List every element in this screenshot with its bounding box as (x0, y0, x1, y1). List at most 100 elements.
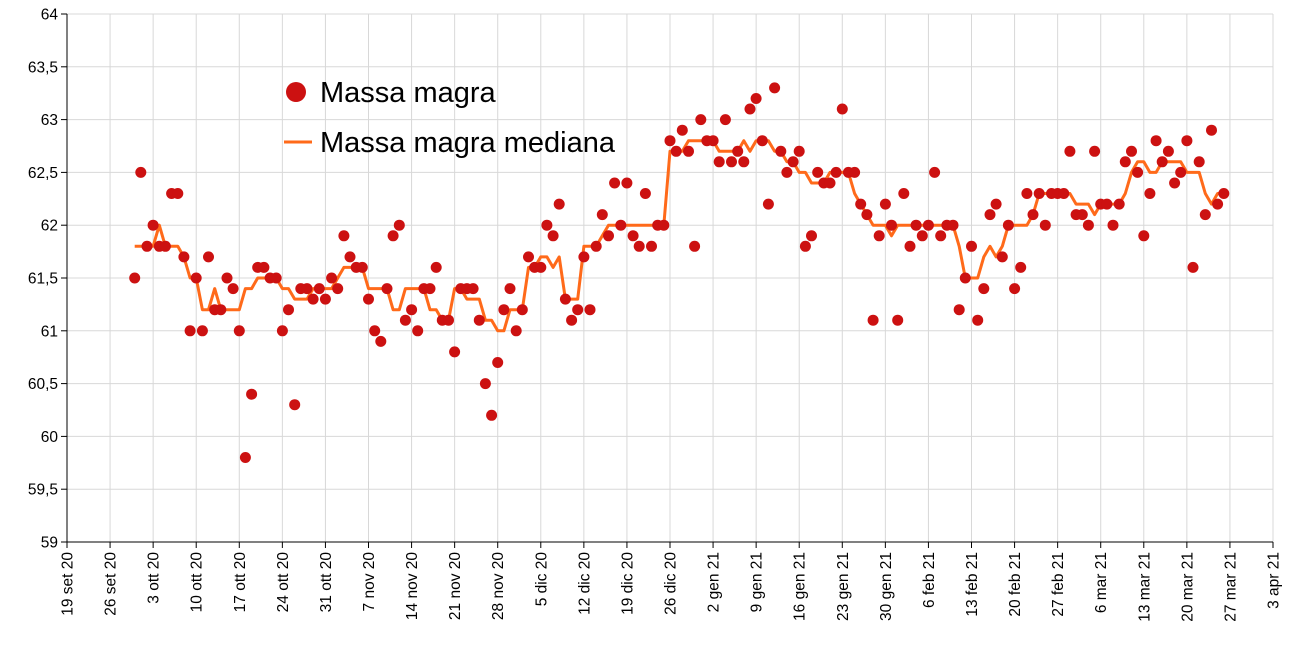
x-axis-tick-labels: 19 set 20 26 set 20 3 ott 20 10 ott 20 17 ot… (60, 552, 1283, 622)
data-point (246, 388, 258, 400)
data-point (233, 325, 245, 337)
data-point (510, 325, 522, 337)
data-point (609, 177, 621, 189)
data-point (566, 314, 578, 326)
data-point (959, 272, 971, 284)
y-tick-label: 61 (41, 323, 58, 340)
data-point (1187, 261, 1199, 273)
data-point (1021, 188, 1033, 199)
x-tick-label: 19 dic 20 (619, 552, 636, 615)
data-point (184, 325, 196, 337)
median-series (134, 139, 1224, 333)
data-point (215, 304, 227, 316)
x-tick-label: 16 gen 21 (792, 552, 809, 621)
x-tick-label: 27 feb 21 (1050, 552, 1067, 617)
data-point (307, 293, 319, 305)
data-point (129, 272, 141, 284)
y-tick-label: 59,5 (28, 482, 58, 499)
data-point (135, 166, 147, 178)
legend-label-massa-magra: Massa magra (320, 77, 497, 109)
data-point (584, 304, 596, 316)
data-point (707, 135, 719, 147)
data-point (1206, 124, 1217, 136)
data-point (313, 283, 325, 295)
data-point (713, 156, 725, 168)
data-point (387, 230, 399, 242)
y-tick-label: 64 (41, 7, 59, 24)
data-point (356, 261, 368, 273)
x-tick-label: 3 apr 21 (1266, 552, 1283, 609)
x-tick-label: 9 gen 21 (749, 552, 766, 612)
x-tick-label: 30 gen 21 (878, 552, 895, 621)
data-point (1169, 177, 1181, 189)
data-point (744, 103, 756, 115)
data-point (793, 145, 805, 157)
data-point (830, 166, 842, 178)
axes (61, 13, 1274, 548)
data-point (978, 283, 990, 295)
data-point (276, 325, 288, 337)
data-point (627, 230, 639, 242)
data-point (578, 251, 590, 263)
x-tick-label: 14 nov 20 (404, 552, 421, 620)
data-point (849, 166, 861, 178)
x-tick-label: 24 ott 20 (275, 552, 292, 613)
data-point (1082, 219, 1094, 231)
data-point (559, 293, 571, 305)
data-point (375, 335, 387, 347)
data-point (1132, 166, 1144, 178)
data-point (406, 304, 418, 316)
x-tick-label: 12 dic 20 (576, 552, 593, 615)
data-point (1113, 198, 1125, 210)
data-point (670, 145, 682, 157)
data-point (799, 240, 811, 252)
x-tick-label: 13 mar 21 (1136, 552, 1153, 622)
data-point (898, 188, 910, 199)
data-point (473, 314, 485, 326)
data-point (855, 198, 867, 210)
x-tick-label: 20 mar 21 (1179, 552, 1196, 622)
data-point (1218, 188, 1230, 199)
data-point (283, 304, 294, 316)
x-tick-label: 27 mar 21 (1222, 552, 1239, 622)
data-point (1009, 283, 1021, 295)
data-point (953, 304, 965, 316)
data-point (1212, 198, 1224, 210)
x-tick-label: 21 nov 20 (447, 552, 464, 620)
data-point (535, 261, 547, 273)
data-point (553, 198, 565, 210)
data-point (646, 240, 657, 252)
y-tick-label: 63 (41, 112, 58, 129)
data-point (258, 261, 270, 273)
data-point (935, 230, 947, 242)
data-point (1193, 156, 1205, 168)
data-point (719, 114, 731, 126)
data-point (904, 240, 916, 252)
y-tick-label: 62,5 (28, 165, 58, 182)
data-point (1107, 219, 1119, 231)
data-point (344, 251, 356, 263)
data-point (910, 219, 922, 231)
grid (66, 13, 1274, 543)
data-point (203, 251, 214, 263)
data-point (683, 145, 694, 157)
data-point (892, 314, 904, 326)
data-point (572, 304, 584, 316)
data-point (966, 240, 977, 252)
data-point (178, 251, 190, 263)
data-point (750, 93, 762, 104)
data-point (381, 283, 393, 295)
data-point (1015, 261, 1027, 273)
data-point (227, 283, 239, 295)
y-tick-label: 60 (41, 429, 59, 446)
data-point (1199, 209, 1211, 221)
data-point (504, 283, 516, 295)
x-tick-label: 10 ott 20 (189, 552, 206, 613)
data-point (1027, 209, 1039, 221)
x-tick-label: 23 gen 21 (835, 552, 852, 621)
data-point (621, 177, 633, 189)
data-point (1076, 209, 1088, 221)
data-point (159, 240, 171, 252)
data-point (972, 314, 984, 326)
